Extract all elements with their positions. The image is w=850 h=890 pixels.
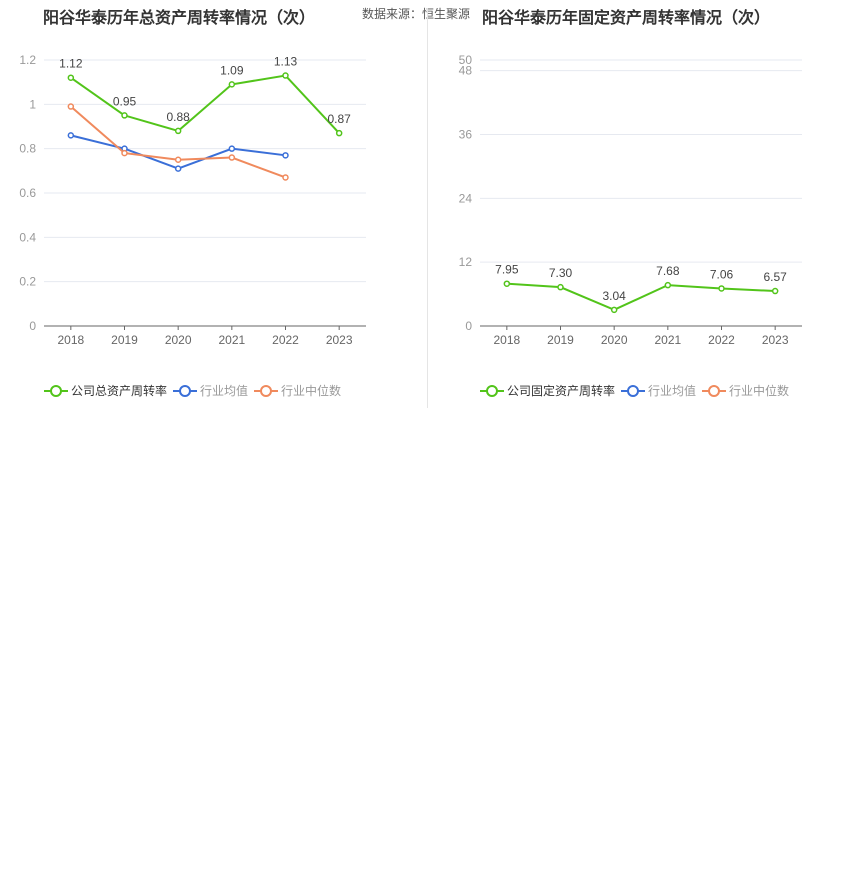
data-label: 7.30 <box>549 266 573 280</box>
data-point <box>174 127 182 135</box>
data-point <box>557 283 564 291</box>
data-label: 1.13 <box>274 55 298 69</box>
legend-label: 行业中位数 <box>281 384 342 398</box>
x-tick-label: 2020 <box>165 333 192 347</box>
data-label: 3.04 <box>602 289 626 303</box>
x-tick-label: 2019 <box>547 333 574 347</box>
y-tick-label: 0.4 <box>19 230 36 244</box>
y-tick-label: 0.6 <box>19 186 36 200</box>
data-source: 数据来源：恒生聚源 <box>362 7 471 21</box>
legend-item[interactable]: 行业均值 <box>173 382 248 399</box>
panel-divider <box>427 8 428 408</box>
y-tick-label: 48 <box>459 64 473 78</box>
legend-item[interactable]: 行业中位数 <box>254 382 341 399</box>
data-label: 1.09 <box>220 63 244 77</box>
data-point <box>503 280 511 287</box>
y-tick-label: 0 <box>29 319 36 333</box>
y-tick-label: 50 <box>459 53 473 67</box>
legend-item[interactable]: 公司总资产周转率 <box>44 382 167 399</box>
legend-item[interactable]: 公司固定资产周转率 <box>480 382 615 399</box>
data-point <box>718 285 725 292</box>
legend-right: 公司固定资产周转率 行业均值 行业中位数 <box>480 382 795 399</box>
legend-label: 行业均值 <box>200 384 249 398</box>
data-point <box>174 165 182 172</box>
x-tick-label: 2018 <box>493 333 520 347</box>
data-point <box>664 281 672 289</box>
x-tick-label: 2021 <box>218 333 245 347</box>
y-tick-label: 12 <box>459 255 473 269</box>
chart-left: 0 0.2 0.4 0.6 0.8 1 1.2 2018 2019 2020 2021 2022 202… <box>19 53 366 347</box>
x-tick-label: 2022 <box>272 333 299 347</box>
data-label: 0.95 <box>113 94 137 108</box>
data-label: 1.12 <box>59 57 83 71</box>
legend-swatch-icon <box>702 384 727 398</box>
y-tick-label: 1.2 <box>19 53 36 67</box>
legend-label: 行业中位数 <box>729 384 790 398</box>
data-label: 0.88 <box>166 110 190 124</box>
chart-title-left: 阳谷华泰历年总资产周转率情况（次） <box>43 10 316 27</box>
data-point <box>282 174 289 181</box>
legend-swatch-icon <box>44 384 68 398</box>
y-tick-label: 0.8 <box>19 142 36 156</box>
data-point <box>282 152 289 159</box>
x-tick-label: 2019 <box>111 333 138 347</box>
data-label: 6.57 <box>763 270 787 284</box>
x-tick-label: 2021 <box>654 333 681 347</box>
y-tick-label: 1 <box>29 97 36 111</box>
chart-title-right: 阳谷华泰历年固定资产周转率情况（次） <box>482 10 771 27</box>
data-point <box>335 129 343 137</box>
series-line-0 <box>70 74 340 134</box>
legend-label: 行业均值 <box>648 384 697 398</box>
data-point <box>67 132 75 139</box>
y-tick-label: 36 <box>459 127 473 141</box>
y-tick-label: 0.2 <box>19 275 36 289</box>
data-point <box>67 103 75 110</box>
x-tick-label: 2022 <box>708 333 735 347</box>
data-point <box>771 287 779 295</box>
data-label: 0.87 <box>327 112 351 126</box>
legend-swatch-icon <box>480 384 504 398</box>
series-line-0 <box>506 282 776 311</box>
data-point <box>228 145 236 152</box>
legend-left: 公司总资产周转率 行业均值 行业中位数 <box>44 382 347 399</box>
data-point <box>228 154 236 161</box>
y-tick-label: 24 <box>459 191 473 205</box>
data-point <box>121 112 128 119</box>
legend-swatch-icon <box>254 384 279 398</box>
x-tick-label: 2020 <box>601 333 628 347</box>
data-label: 7.95 <box>495 263 519 277</box>
legend-item[interactable]: 行业均值 <box>621 382 696 399</box>
legend-swatch-icon <box>173 384 198 398</box>
legend-swatch-icon <box>621 384 646 398</box>
data-point <box>228 81 236 88</box>
y-tick-label: 0 <box>465 319 472 333</box>
data-point <box>610 306 618 314</box>
legend-label: 公司固定资产周转率 <box>507 384 616 398</box>
data-label: 7.68 <box>656 264 680 278</box>
data-point <box>282 72 289 79</box>
data-point <box>121 149 128 157</box>
x-tick-label: 2023 <box>762 333 789 347</box>
data-point <box>174 156 182 163</box>
data-point <box>67 74 75 81</box>
legend-label: 公司总资产周转率 <box>71 384 168 398</box>
x-tick-label: 2023 <box>326 333 353 347</box>
legend-item[interactable]: 行业中位数 <box>702 382 789 399</box>
x-tick-label: 2018 <box>57 333 84 347</box>
data-label: 7.06 <box>710 267 734 281</box>
